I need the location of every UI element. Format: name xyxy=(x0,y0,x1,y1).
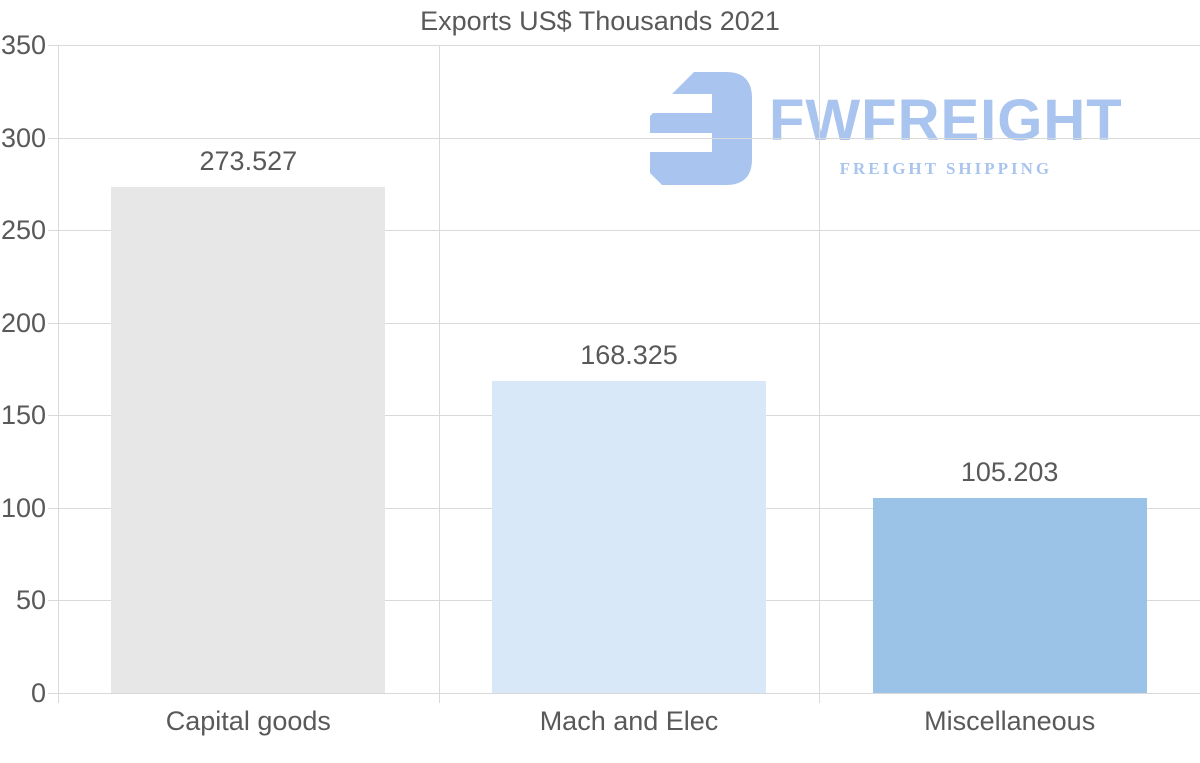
chart-title: Exports US$ Thousands 2021 xyxy=(420,6,780,36)
bar-value-label: 105.203 xyxy=(960,457,1059,488)
gridline xyxy=(48,45,1200,46)
brand-name: FWFREIGHT xyxy=(769,88,1123,153)
gridline xyxy=(48,693,1200,694)
bar-miscellaneous xyxy=(872,498,1147,693)
y-tick-label: 350 xyxy=(0,30,46,60)
brand-text-block: FWFREIGHT FREIGHT SHIPPING xyxy=(769,92,1123,179)
x-category-label: Miscellaneous xyxy=(924,706,1096,736)
gridline xyxy=(48,322,1200,324)
y-tick-label: 250 xyxy=(0,215,46,246)
gridline xyxy=(48,230,1200,232)
category-separator-line xyxy=(819,45,821,703)
gridline xyxy=(48,137,1200,139)
category-separator-line xyxy=(438,45,440,703)
bar-capital-goods xyxy=(111,186,386,693)
bar-mach-and-elec xyxy=(492,381,766,693)
y-tick-label: 200 xyxy=(0,307,46,338)
y-axis-line xyxy=(58,45,59,703)
y-tick-label: 150 xyxy=(0,400,46,431)
bar-value-label: 273.527 xyxy=(199,145,298,176)
y-tick-label: 300 xyxy=(0,122,46,153)
brand-tagline: FREIGHT SHIPPING xyxy=(839,159,1053,178)
brand-watermark: FWFREIGHT FREIGHT SHIPPING xyxy=(650,72,1123,190)
bar-value-label: 168.325 xyxy=(580,340,678,371)
x-category-label: Capital goods xyxy=(165,706,331,736)
y-tick-label: 100 xyxy=(0,492,46,523)
x-category-label: Mach and Elec xyxy=(539,706,719,736)
y-tick-label: 0 xyxy=(30,678,46,708)
y-tick-label: 50 xyxy=(15,585,46,616)
